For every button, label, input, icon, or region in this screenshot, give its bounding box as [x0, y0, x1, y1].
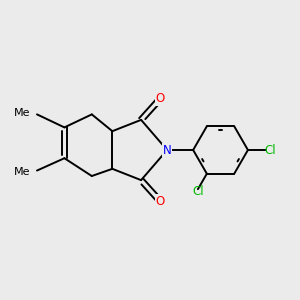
- Text: O: O: [156, 195, 165, 208]
- Text: Me: Me: [14, 108, 30, 118]
- Text: O: O: [156, 92, 165, 105]
- Text: N: N: [163, 143, 172, 157]
- Text: Cl: Cl: [192, 185, 204, 198]
- Text: Cl: Cl: [264, 143, 276, 157]
- Text: Me: Me: [14, 167, 30, 177]
